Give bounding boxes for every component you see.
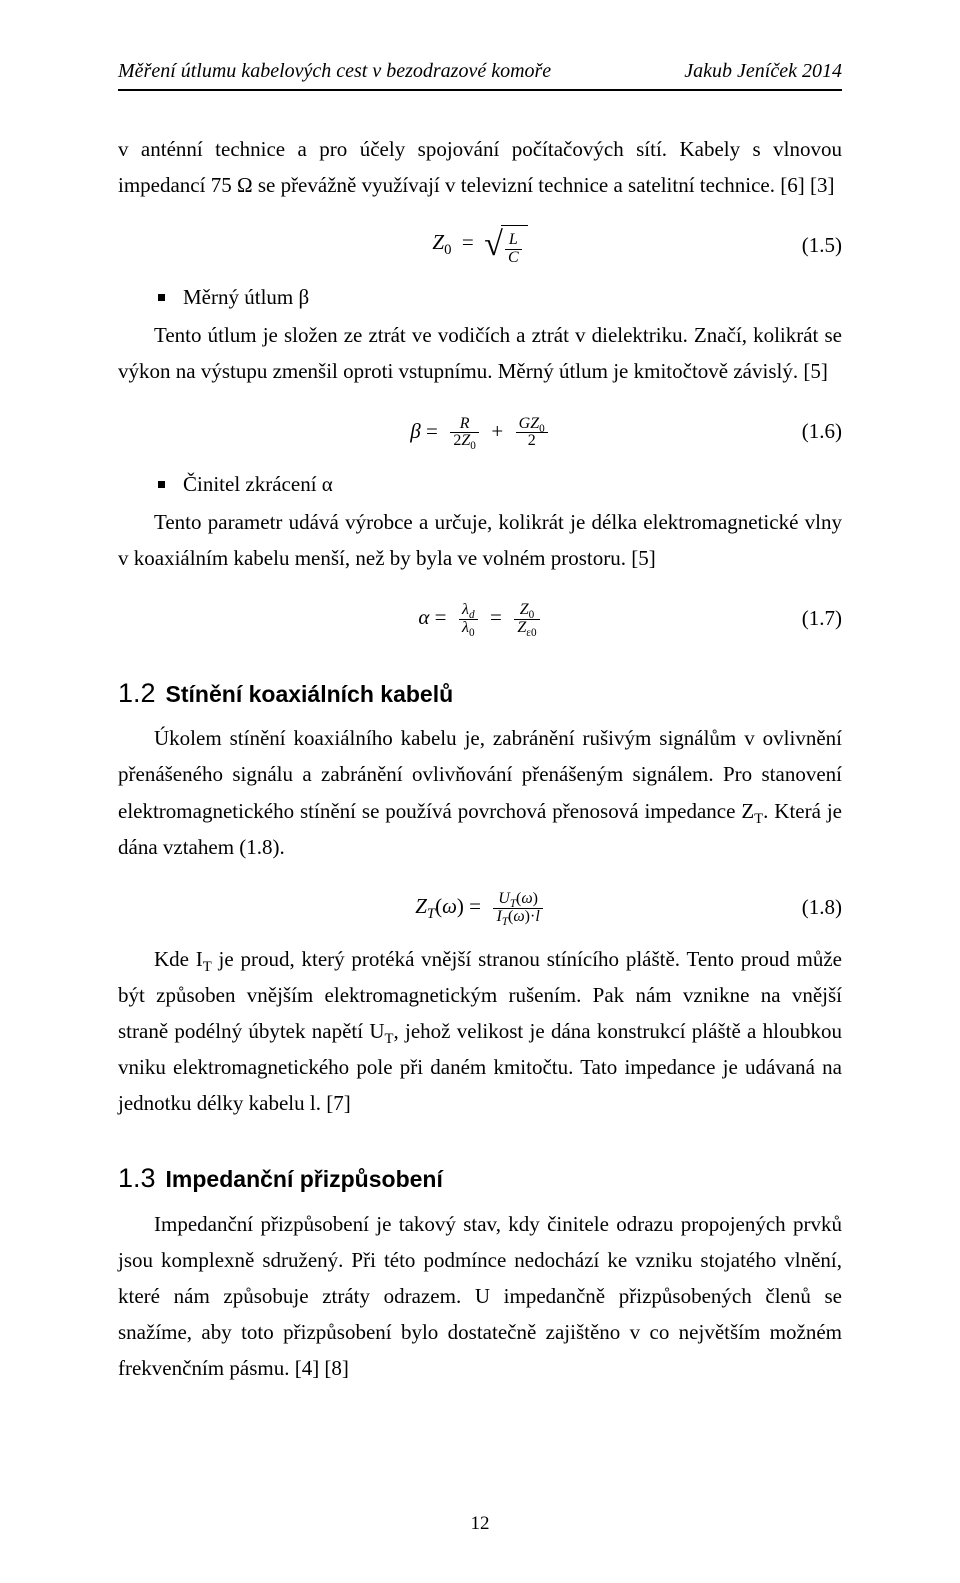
body-text: v anténní technice a pro účely spojování… [118,131,842,1386]
section-1-2-paragraph: Úkolem stínění koaxiálního kabelu je, za… [118,720,842,864]
bullet-icon [158,481,165,488]
bullet-icon [158,294,165,301]
section-1-3-heading: 1.3 Impedanční přizpůsobení [118,1155,842,1201]
equation-1-5: Z0 = √ L C (1.5) [118,221,842,269]
bullet-cinitel-zkraceni: Činitel zkrácení α [158,466,842,502]
paragraph-alpha: Tento parametr udává výrobce a určuje, k… [118,504,842,576]
header-right: Jakub Jeníček 2014 [684,60,842,83]
equation-number: (1.7) [802,600,842,636]
intro-paragraph: v anténní technice a pro účely spojování… [118,131,842,203]
bullet-merny-utlum: Měrný útlum β [158,279,842,315]
equation-number: (1.6) [802,413,842,449]
equation-1-7: α = λd λ0 = Z0 Zε0 (1.7) [118,594,842,642]
paragraph-after-1-8: Kde IT je proud, který protéká vnější st… [118,941,842,1122]
section-1-2-heading: 1.2 Stínění koaxiálních kabelů [118,670,842,716]
page-number: 12 [0,1513,960,1535]
header-left: Měření útlumu kabelových cest v bezodraz… [118,60,551,83]
equation-1-8: ZT(ω) = UT(ω) IT(ω)·l (1.8) [118,883,842,931]
paragraph-beta: Tento útlum je složen ze ztrát ve vodičí… [118,317,842,389]
equation-number: (1.8) [802,889,842,925]
header-rule [118,89,842,91]
page-header: Měření útlumu kabelových cest v bezodraz… [118,60,842,83]
section-1-3-paragraph: Impedanční přizpůsobení je takový stav, … [118,1206,842,1387]
equation-number: (1.5) [802,227,842,263]
equation-1-6: β = R 2Z0 + GZ0 2 (1.6) [118,408,842,456]
